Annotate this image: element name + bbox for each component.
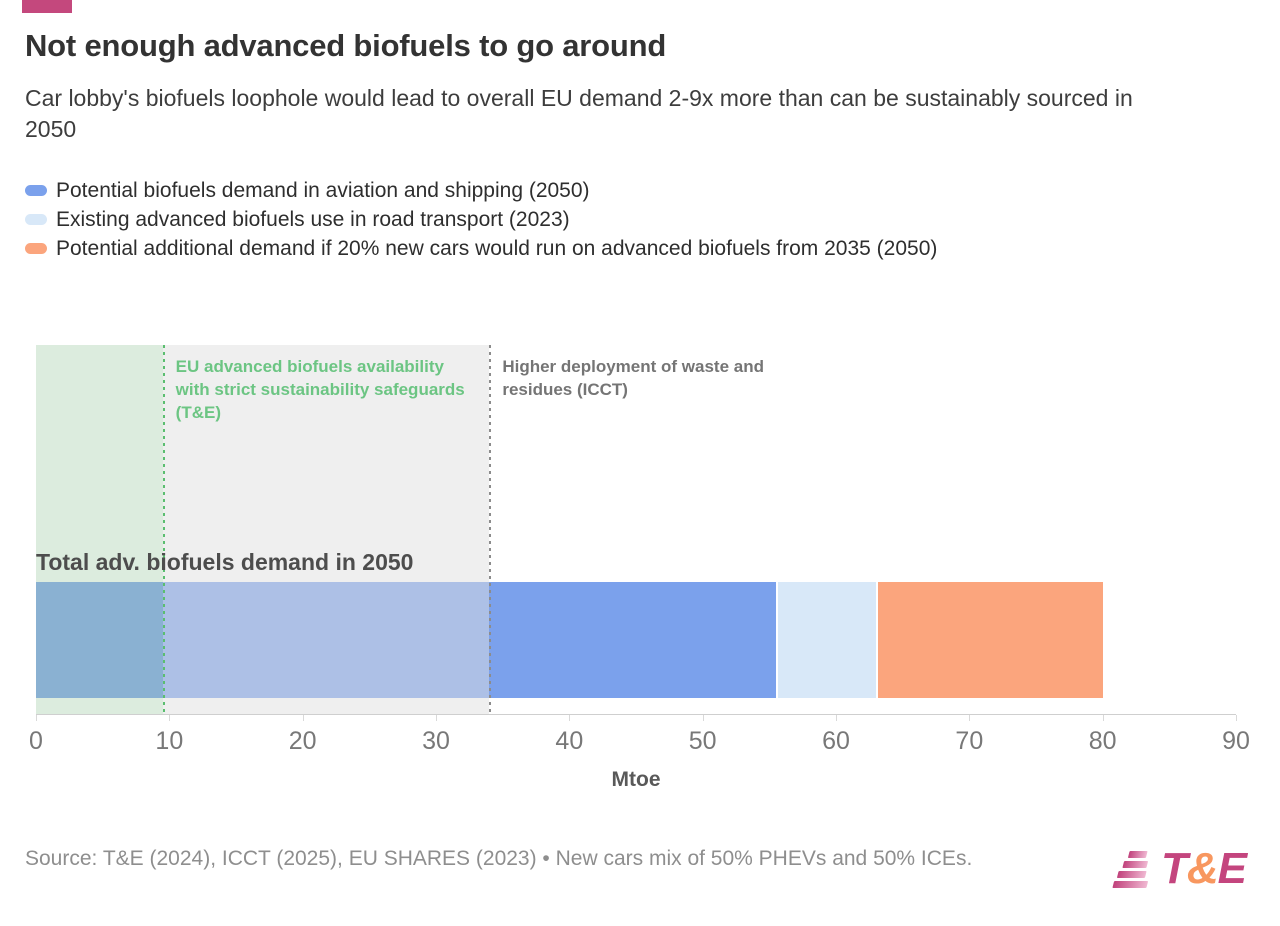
x-tick-mark <box>969 715 971 721</box>
x-tick-label: 90 <box>1222 727 1250 755</box>
x-tick-label: 40 <box>555 727 584 755</box>
legend-swatch-orange <box>25 243 47 254</box>
te-logo-text: T&E <box>1160 844 1247 893</box>
x-tick-label: 0 <box>29 727 43 755</box>
bar-segment-aviation-shipping <box>36 582 776 698</box>
x-tick-mark <box>1236 715 1237 721</box>
x-tick-mark <box>702 715 704 721</box>
x-tick-mark <box>169 715 171 721</box>
te-logo: T&E <box>1112 843 1247 895</box>
x-axis-title: Mtoe <box>611 768 661 791</box>
accent-bar <box>22 0 72 13</box>
x-tick-label: 70 <box>955 727 984 755</box>
x-tick-label: 50 <box>688 727 717 755</box>
te-logo-mark-icon <box>1112 850 1155 888</box>
chart-subtitle: Car lobby's biofuels loophole would lead… <box>25 85 1133 142</box>
legend-label: Potential additional demand if 20% new c… <box>56 236 938 260</box>
logo-stripe <box>1122 860 1149 868</box>
source-note: Source: T&E (2024), ICCT (2025), EU SHAR… <box>25 847 973 870</box>
x-tick-mark <box>36 715 37 721</box>
plot-area: EU advanced biofuels availability with s… <box>29 345 1250 755</box>
legend-label: Potential biofuels demand in aviation an… <box>56 178 590 202</box>
x-tick-label: 30 <box>422 727 450 755</box>
annotation-icct: Higher deployment of waste and residues … <box>502 357 764 399</box>
annotation-te: EU advanced biofuels availability with s… <box>175 357 465 422</box>
x-tick-mark <box>302 715 304 721</box>
bar-segment-cars-additional <box>876 582 1103 698</box>
logo-stripe <box>1112 880 1149 888</box>
x-axis-line <box>36 714 1236 715</box>
x-tick-label: 60 <box>822 727 850 755</box>
bar-segment-road-existing <box>776 582 876 698</box>
legend-swatch-blue <box>25 185 47 196</box>
x-tick-mark <box>836 715 837 721</box>
x-tick-label: 20 <box>288 727 317 755</box>
legend-swatch-lightblue <box>25 214 47 225</box>
legend-item: Potential biofuels demand in aviation an… <box>25 176 1255 205</box>
chart-title: Not enough advanced biofuels to go aroun… <box>25 28 667 63</box>
bar-label: Total adv. biofuels demand in 2050 <box>36 549 414 575</box>
x-tick-label: 80 <box>1088 727 1117 755</box>
x-tick-mark <box>1102 715 1104 721</box>
legend-item: Existing advanced biofuels use in road t… <box>25 205 1255 234</box>
legend-label: Existing advanced biofuels use in road t… <box>56 207 570 231</box>
x-tick-label: 10 <box>155 727 184 755</box>
legend: Potential biofuels demand in aviation an… <box>25 176 1255 263</box>
logo-stripe <box>1127 850 1148 858</box>
x-axis-ticks: 0 10 20 30 40 50 60 70 80 90 <box>29 715 1250 775</box>
x-tick-mark <box>569 715 571 721</box>
logo-stripe <box>1116 870 1147 878</box>
legend-item: Potential additional demand if 20% new c… <box>25 234 1255 263</box>
x-tick-mark <box>436 715 437 721</box>
stacked-bar <box>36 582 1236 698</box>
